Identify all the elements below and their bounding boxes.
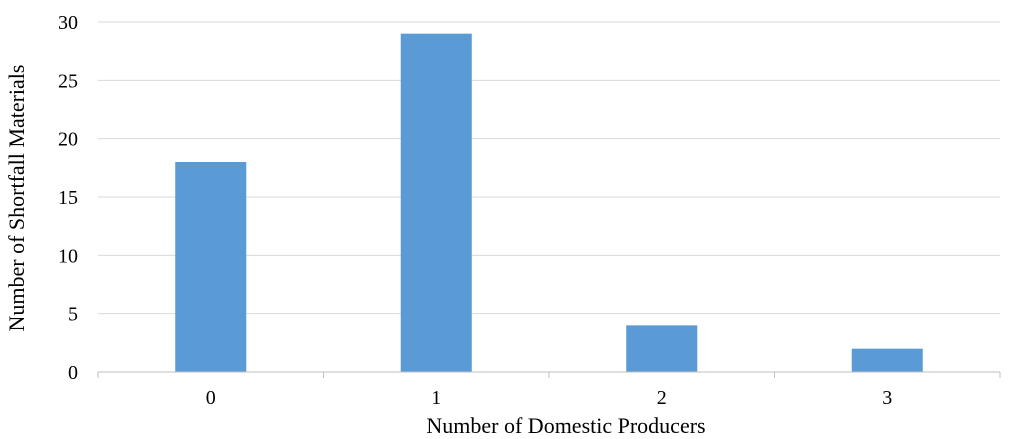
y-tick-label: 10 (58, 245, 78, 267)
x-tick-label: 2 (657, 387, 667, 409)
gridlines (98, 21, 1000, 315)
x-axis: 0 1 2 3 (97, 371, 1001, 409)
y-tick-label: 25 (58, 70, 78, 92)
bars (175, 33, 923, 373)
bar-0 (175, 162, 247, 372)
y-tick-label: 0 (68, 362, 78, 384)
y-tick-label: 5 (68, 304, 78, 326)
x-tick-label: 0 (206, 387, 216, 409)
bar-1 (400, 33, 472, 373)
x-tick-label: 1 (431, 387, 441, 409)
x-tick-label: 3 (882, 387, 892, 409)
x-axis-title: Number of Domestic Producers (426, 413, 705, 438)
bar-3 (851, 348, 923, 372)
y-tick-label: 30 (58, 12, 78, 34)
y-tick-label: 20 (58, 129, 78, 151)
y-axis: 0 5 10 15 20 25 30 (58, 12, 78, 384)
bar-2 (626, 325, 698, 372)
y-axis-title: Number of Shortfall Materials (4, 65, 29, 332)
y-tick-label: 15 (58, 187, 78, 209)
